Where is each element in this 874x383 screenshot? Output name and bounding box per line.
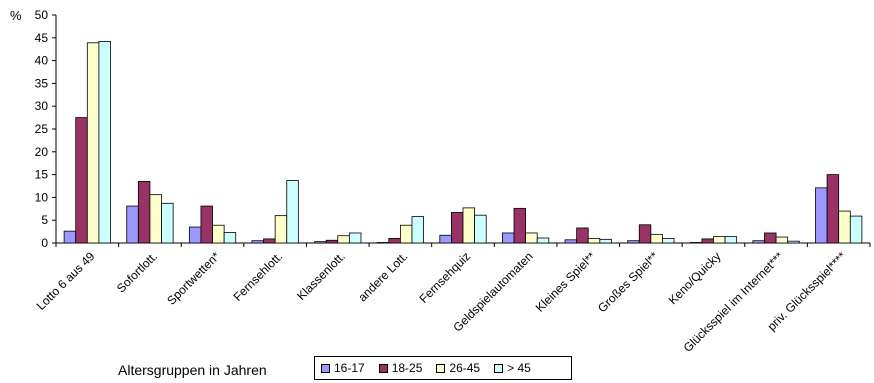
y-tick-label: 35 (35, 76, 49, 90)
bar-1825-10 (701, 238, 714, 244)
x-category-label: Fernsehquiz (417, 249, 474, 306)
bar-45-0 (98, 41, 111, 244)
bar-1825-1 (137, 181, 151, 244)
bar-2645-6 (462, 207, 476, 244)
bar-45-4 (348, 232, 362, 244)
x-category-label: Glücksspiel im Internet*** (681, 249, 787, 355)
legend-label: 16-17 (334, 361, 365, 375)
bar-45-7 (536, 237, 550, 244)
bar-45-1 (161, 202, 174, 244)
bar-1617-10 (689, 242, 703, 244)
y-tick-label: 0 (41, 236, 48, 250)
bar-45-10 (724, 236, 738, 244)
bar-2645-1 (149, 194, 162, 244)
legend-item: > 45 (494, 361, 531, 375)
legend-label: 18-25 (391, 361, 423, 375)
bar-1825-12 (826, 174, 840, 244)
x-category-label: Fernsehlott. (231, 249, 286, 304)
bar-1617-2 (188, 226, 202, 244)
bar-45-8 (599, 238, 612, 244)
x-category-label: Klassenlott. (294, 249, 348, 303)
bar-1825-9 (638, 224, 652, 244)
x-category-label: Lotto 6 aus 49 (34, 249, 98, 313)
bar-1825-4 (325, 239, 339, 244)
y-unit-label: % (10, 8, 22, 23)
y-tick-label: 45 (35, 31, 49, 45)
x-category-label: Großes Spiel** (595, 249, 661, 315)
bar-2645-9 (650, 233, 663, 244)
y-tick-label: 15 (35, 168, 49, 182)
bar-45-12 (849, 215, 863, 244)
x-category-label: andere Lott. (355, 249, 410, 304)
legend-item: 18-25 (378, 361, 423, 375)
bars (63, 41, 863, 244)
bar-2645-5 (399, 224, 413, 244)
bar-1617-11 (752, 240, 765, 244)
legend-label: > 45 (507, 361, 531, 375)
bar-2645-0 (86, 42, 100, 244)
y-tick-label: 50 (35, 8, 49, 22)
y-tick-label: 10 (35, 190, 49, 204)
bar-1825-5 (388, 238, 401, 244)
bar-1825-2 (200, 205, 213, 244)
legend-label: 26-45 (449, 361, 481, 375)
x-category-label: Keno/Quicky (666, 249, 724, 307)
bar-1617-3 (251, 240, 264, 244)
y-tick-label: 40 (35, 54, 49, 68)
bar-1617-12 (815, 187, 828, 244)
bar-2645-7 (525, 232, 538, 244)
bar-1617-4 (314, 241, 327, 244)
x-category-label: Sofortlott. (114, 249, 160, 295)
legend-swatch (436, 363, 446, 373)
bar-1825-3 (263, 238, 276, 244)
bar-1825-6 (450, 212, 464, 244)
labels: 0 5 10 15 20 25 30 35 40 45 50% Lotto 6 aus 49 Sofor… (10, 8, 849, 355)
y-tick-label: 30 (35, 99, 49, 113)
bar-45-5 (411, 216, 424, 244)
bar-45-3 (286, 180, 299, 244)
x-category-label: Kleines Spiel** (533, 249, 599, 315)
bar-1617-0 (63, 230, 77, 244)
y-tick-label: 20 (35, 145, 49, 159)
bar-1825-11 (764, 232, 777, 244)
legend-title: Altersgruppen in Jahren (118, 362, 267, 378)
y-tick-label: 5 (41, 213, 48, 227)
bar-45-9 (662, 238, 675, 244)
legend-item: 26-45 (436, 361, 480, 375)
bar-1617-9 (627, 240, 640, 244)
bar-1617-6 (439, 234, 452, 244)
legend-item: 16-17 (321, 361, 365, 375)
legend-swatch (321, 363, 330, 373)
bar-2645-8 (587, 238, 601, 244)
bar-2645-2 (212, 224, 225, 244)
bar-1825-8 (576, 227, 589, 244)
bar-1617-7 (502, 232, 515, 244)
bar-45-11 (787, 240, 800, 244)
bar-1617-8 (564, 239, 578, 244)
bar-45-6 (474, 214, 487, 244)
y-tick-label: 25 (35, 122, 49, 136)
bar-2645-12 (838, 210, 851, 244)
bar-1617-5 (376, 242, 390, 244)
bar-1825-0 (75, 117, 88, 244)
x-category-label: Sportwetten* (164, 249, 223, 308)
legend-swatch (494, 363, 504, 373)
legend-swatch (378, 363, 388, 373)
bar-2645-4 (337, 235, 350, 244)
bar-1825-7 (513, 207, 527, 244)
legend: 16-17 18-25 26-45 > 45 (314, 356, 572, 380)
bar-45-2 (223, 232, 237, 244)
bar-1617-1 (126, 205, 139, 244)
bar-2645-3 (274, 215, 288, 244)
bar-2645-11 (775, 236, 789, 244)
bar-2645-10 (713, 236, 726, 244)
